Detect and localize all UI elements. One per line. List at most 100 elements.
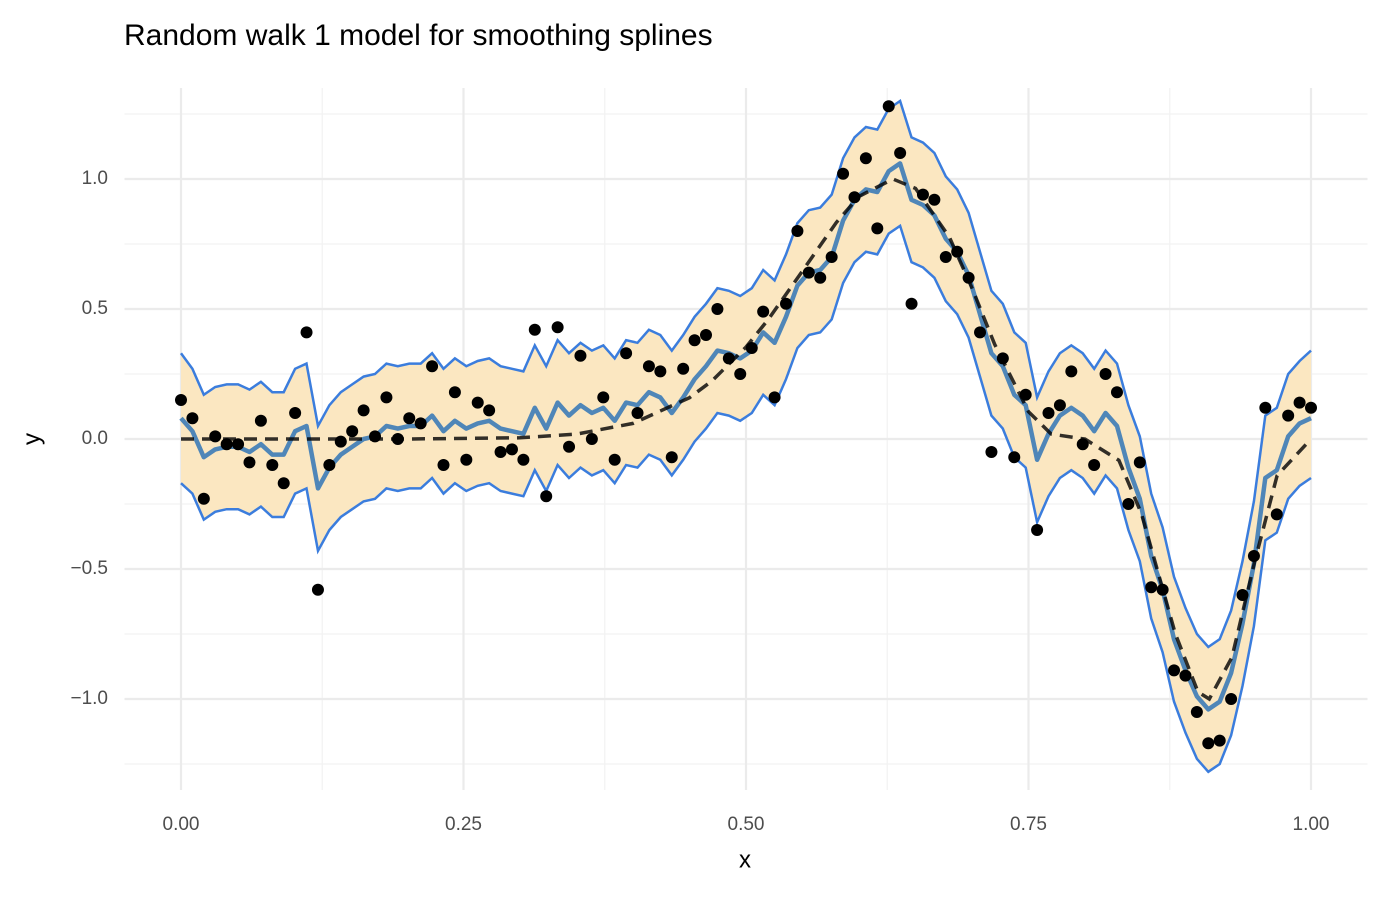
data-point	[1088, 459, 1101, 471]
data-point	[311, 583, 324, 596]
data-point	[928, 193, 941, 206]
data-point	[1042, 407, 1055, 419]
data-point	[1190, 706, 1203, 718]
data-point	[1225, 693, 1238, 705]
data-point	[175, 394, 187, 406]
data-point	[848, 191, 861, 204]
data-point	[951, 245, 964, 258]
data-point	[962, 271, 975, 284]
data-point	[243, 456, 256, 469]
data-point	[837, 167, 850, 180]
data-point	[1099, 368, 1112, 380]
x-axis-label: x	[739, 846, 751, 873]
data-point	[346, 425, 359, 438]
data-point	[654, 365, 667, 378]
data-point	[448, 386, 461, 399]
data-point	[859, 152, 872, 165]
data-point	[505, 443, 518, 456]
data-point	[974, 326, 987, 339]
credible-band	[181, 101, 1311, 772]
data-point	[1202, 737, 1215, 750]
data-point	[323, 459, 336, 471]
data-point	[437, 459, 450, 471]
data-point	[1053, 399, 1066, 412]
data-point	[1065, 365, 1078, 378]
x-tick-label: 0.75	[1010, 814, 1047, 835]
data-point	[1213, 734, 1226, 747]
data-point	[357, 404, 370, 417]
data-point	[722, 352, 735, 365]
data-point	[745, 342, 758, 354]
data-point	[780, 297, 793, 310]
data-point	[871, 222, 884, 235]
data-point	[1031, 524, 1044, 536]
y-axis-label: y	[18, 433, 45, 445]
data-point	[1008, 451, 1021, 464]
data-point	[597, 391, 610, 404]
data-point	[665, 451, 678, 464]
data-point	[483, 404, 496, 417]
data-point	[894, 147, 907, 159]
y-tick-label: 0.5	[82, 298, 108, 319]
data-point	[631, 407, 644, 419]
data-point	[791, 225, 804, 237]
y-tick-label: −0.5	[70, 558, 108, 579]
data-point	[814, 271, 827, 284]
data-point	[334, 435, 347, 448]
x-tick-label: 1.00	[1293, 814, 1330, 835]
data-point	[460, 453, 473, 466]
y-tick-label: 0.0	[82, 428, 108, 449]
data-point	[939, 251, 952, 263]
data-point	[916, 188, 929, 201]
x-tick-label: 0.25	[445, 814, 482, 835]
data-point	[1293, 396, 1306, 409]
data-point	[768, 391, 781, 404]
data-point	[563, 440, 576, 453]
data-point	[1282, 409, 1295, 422]
data-point	[289, 407, 302, 419]
data-point	[220, 438, 233, 451]
data-point	[642, 360, 655, 373]
band-lower-line	[180, 223, 1312, 774]
data-point	[209, 430, 222, 443]
data-point	[1076, 438, 1089, 451]
data-point	[688, 334, 701, 347]
data-point	[985, 446, 998, 458]
data-point	[471, 396, 484, 409]
data-point	[802, 266, 815, 279]
data-point	[551, 321, 564, 334]
data-point	[1236, 589, 1249, 601]
chart-title: Random walk 1 model for smoothing spline…	[124, 19, 713, 52]
data-point	[620, 347, 633, 360]
x-tick-label: 0.00	[163, 814, 200, 835]
data-point	[711, 303, 724, 315]
data-point	[254, 414, 267, 427]
y-tick-label: 1.0	[82, 168, 108, 189]
data-point	[1259, 401, 1272, 414]
data-point	[574, 349, 587, 362]
data-point	[1019, 388, 1032, 401]
data-point	[1179, 669, 1192, 682]
data-point	[403, 412, 416, 425]
data-point	[414, 417, 427, 430]
data-point	[1122, 498, 1135, 510]
data-point	[905, 297, 918, 310]
data-point	[232, 438, 245, 451]
data-point	[608, 453, 621, 466]
data-point	[1247, 550, 1260, 562]
y-tick-label: −1.0	[70, 688, 108, 709]
data-point	[677, 362, 690, 375]
data-point	[1168, 664, 1181, 677]
data-point	[186, 412, 199, 425]
data-point	[1156, 583, 1169, 596]
data-point	[734, 368, 747, 380]
data-point	[494, 446, 507, 458]
data-point	[426, 360, 439, 373]
data-point	[300, 326, 313, 339]
data-point	[585, 433, 598, 445]
data-point	[517, 453, 530, 466]
data-point	[1305, 401, 1317, 414]
x-tick-label: 0.50	[728, 814, 765, 835]
data-point	[391, 433, 404, 445]
